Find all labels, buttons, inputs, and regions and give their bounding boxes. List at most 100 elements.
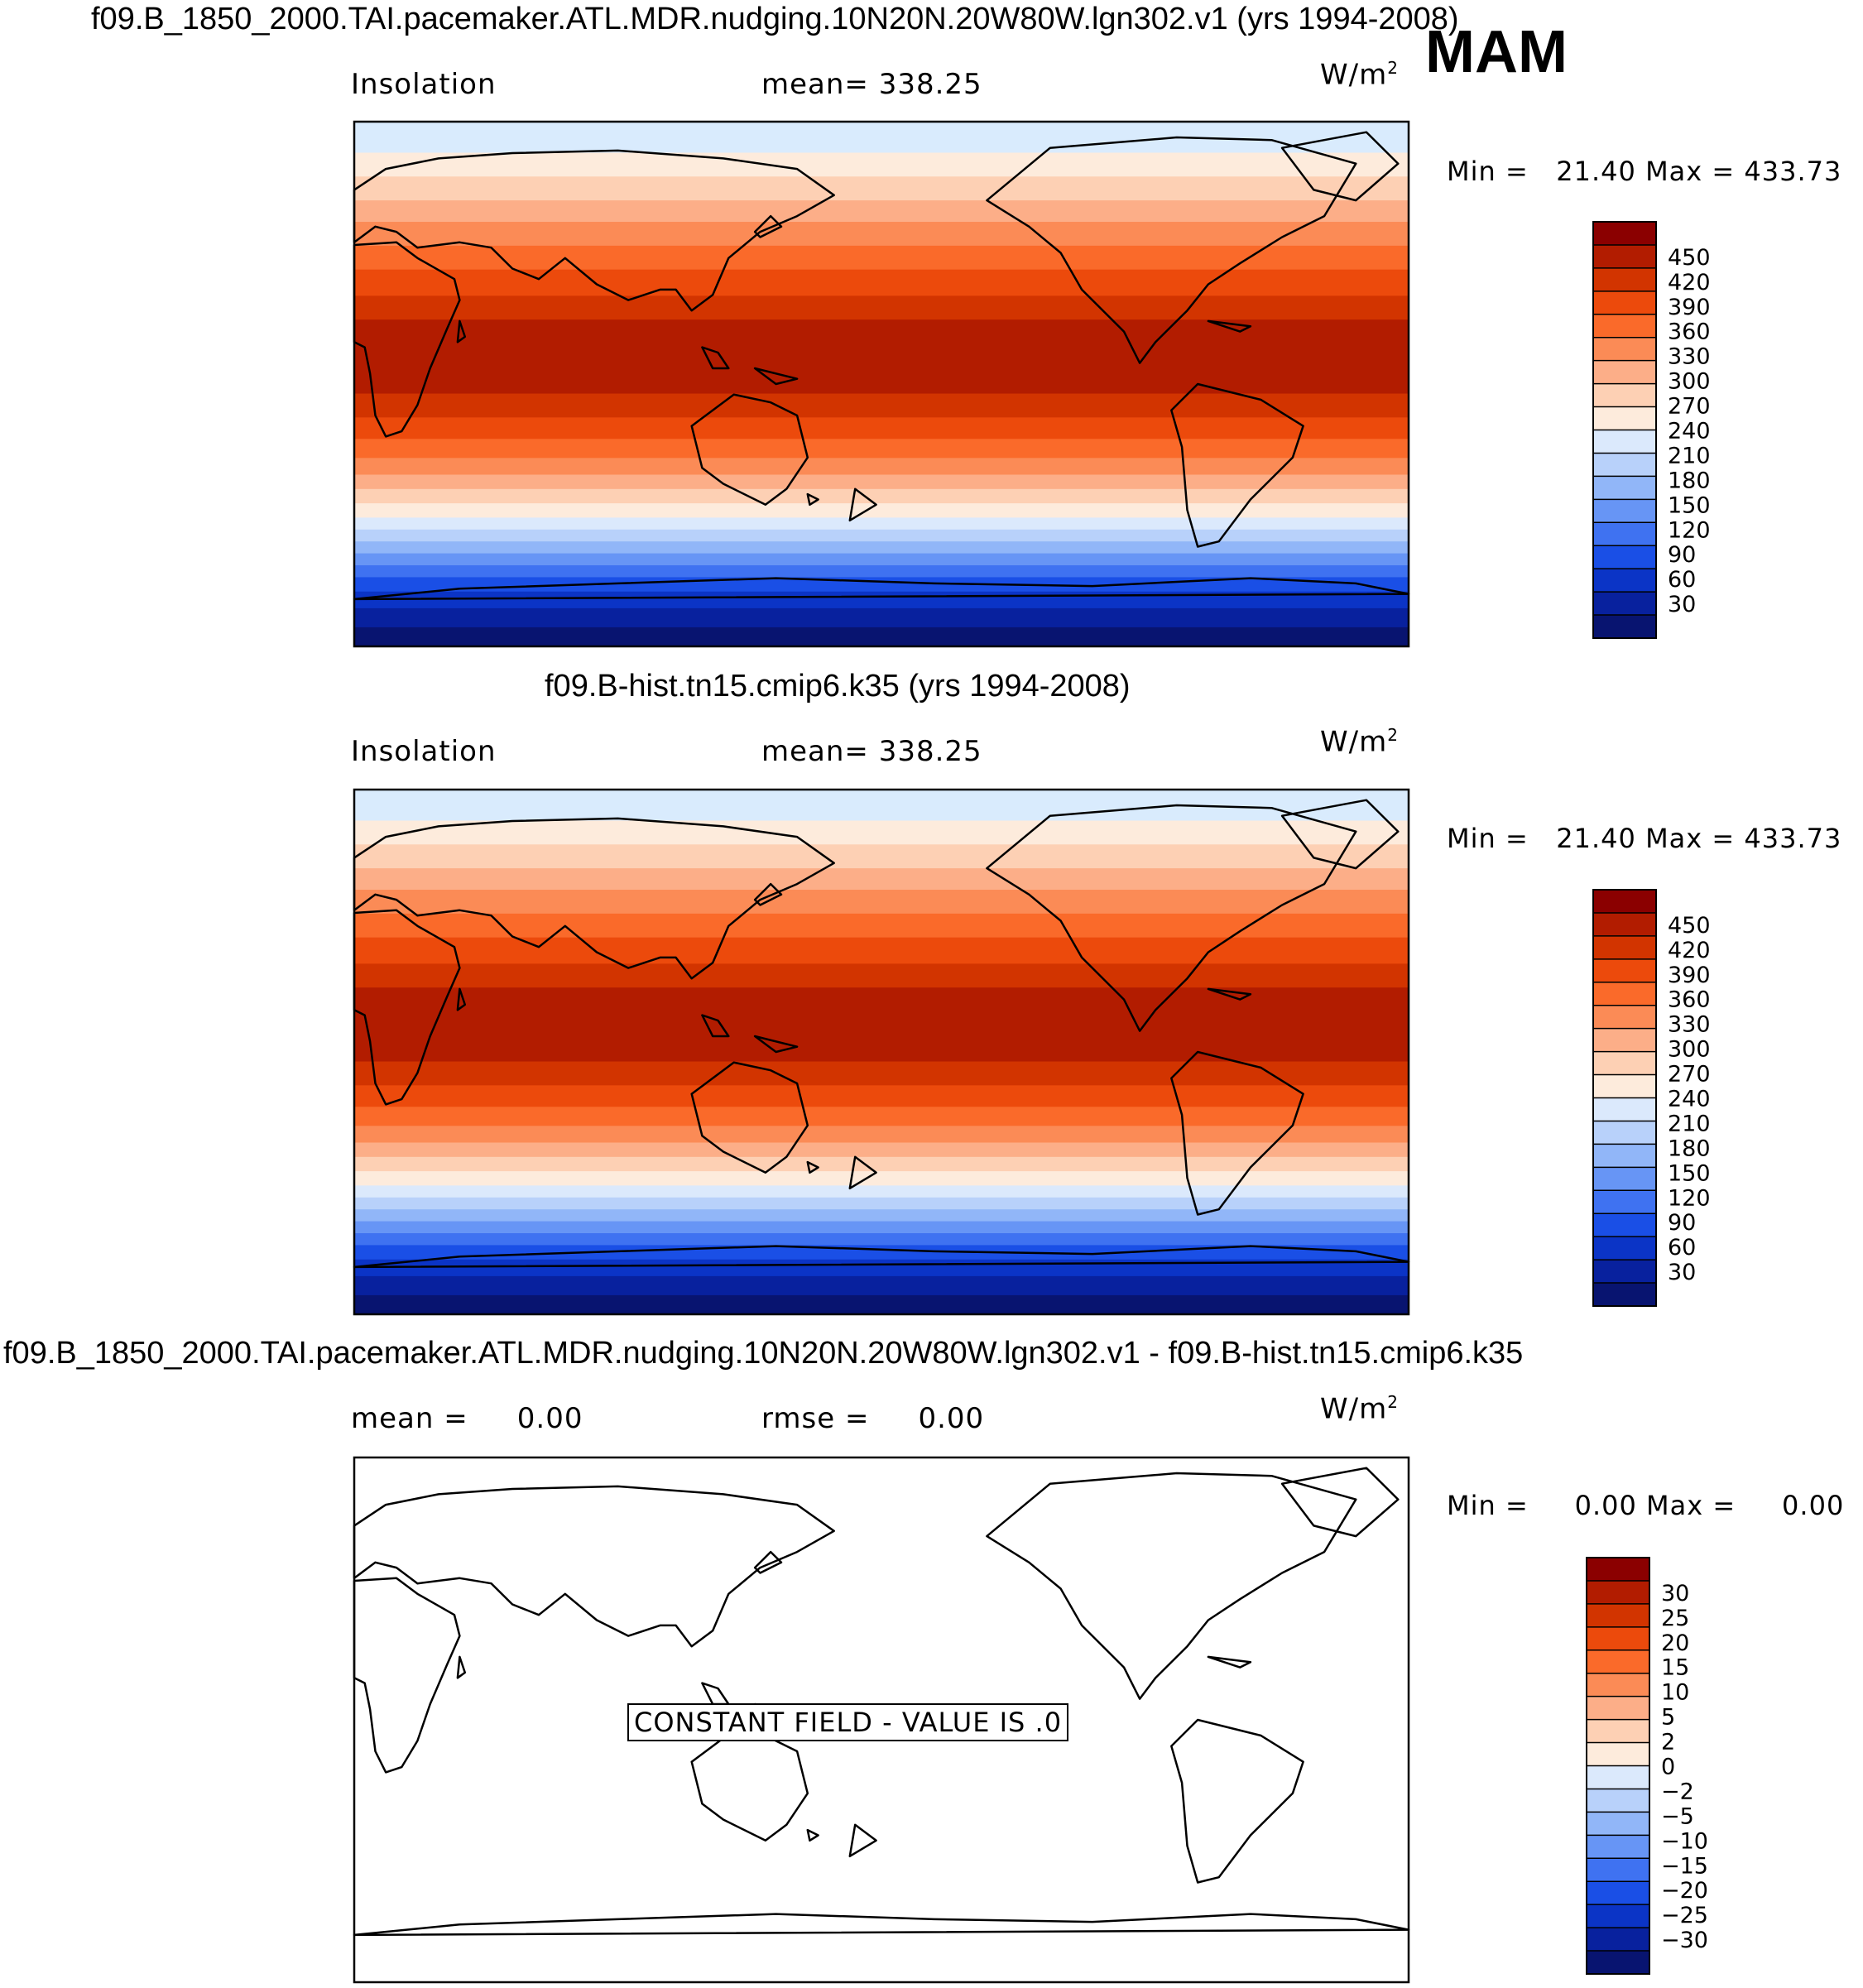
panel-3-mean-label: mean = 0.00 xyxy=(351,1402,583,1435)
coastline-outline xyxy=(753,214,783,238)
colorbar-segment xyxy=(1593,499,1656,523)
colorbar-tick-label: 120 xyxy=(1668,1185,1711,1211)
colorbar-tick-label: −5 xyxy=(1661,1803,1694,1829)
colorbar-segment xyxy=(1593,592,1656,616)
colorbar-segment xyxy=(1593,569,1656,593)
coastlines xyxy=(353,799,1410,1269)
coastline-outline xyxy=(806,492,819,507)
colorbar-segment xyxy=(1593,314,1656,339)
colorbar-segment xyxy=(1587,1719,1649,1744)
map-band xyxy=(354,1107,1409,1126)
colorbar-tick-label: 25 xyxy=(1661,1606,1689,1631)
coastlines xyxy=(353,1467,1410,1937)
colorbar-tick-label: 210 xyxy=(1668,443,1711,468)
panel-3-rmse-label: rmse = 0.00 xyxy=(761,1402,985,1435)
map-band xyxy=(354,1233,1409,1246)
colorbar-tick-label: 60 xyxy=(1668,1235,1696,1261)
panel-1-max-label: Max = xyxy=(1645,156,1736,187)
map-band xyxy=(354,372,1409,395)
panel-1-field-label: Insolation xyxy=(351,68,497,101)
panel-2-max-label: Max = xyxy=(1645,823,1736,854)
panel-1-title: f09.B_1850_2000.TAI.pacemaker.ATL.MDR.nu… xyxy=(91,2,1459,36)
coastline-outline xyxy=(986,136,1357,364)
map-band xyxy=(354,790,1409,822)
coastline-outline xyxy=(1280,1467,1400,1538)
colorbar-segment xyxy=(1587,1789,1649,1813)
colorbar-segment xyxy=(1587,1603,1649,1628)
map-band xyxy=(354,439,1409,459)
colorbar-tick-label: 420 xyxy=(1668,270,1711,295)
panel-3-title: f09.B_1850_2000.TAI.pacemaker.ATL.MDR.nu… xyxy=(3,1336,1524,1371)
map-band xyxy=(354,393,1409,418)
colorbar-tick-label: 330 xyxy=(1668,1012,1711,1038)
colorbar-segment xyxy=(1593,958,1656,983)
map-band xyxy=(354,1156,1409,1172)
map-band xyxy=(354,1221,1409,1234)
map-band xyxy=(354,458,1409,476)
colorbar-tick-label: 270 xyxy=(1668,394,1711,420)
coastline-outline xyxy=(1280,131,1400,202)
coastline-outline xyxy=(1207,1655,1252,1669)
map-band xyxy=(354,1171,1409,1186)
colorbar-segment xyxy=(1593,935,1656,960)
colorbar-segment xyxy=(1587,1696,1649,1721)
colorbar-segment xyxy=(1587,1928,1649,1952)
panel-3-max-label: Max = xyxy=(1646,1490,1736,1521)
map-band xyxy=(354,474,1409,490)
colorbar-segment xyxy=(1587,1580,1649,1605)
colorbar-tick-label: 20 xyxy=(1661,1630,1689,1656)
map-band xyxy=(354,1040,1409,1063)
map-band xyxy=(354,503,1409,518)
colorbar-frame xyxy=(1592,889,1657,1307)
colorbar-segment xyxy=(1593,522,1656,546)
colorbar-segment xyxy=(1593,222,1656,246)
map-band xyxy=(354,1061,1409,1086)
coastline-outline xyxy=(353,241,461,438)
colorbar-segment xyxy=(1587,1673,1649,1697)
colorbar-segment xyxy=(1593,267,1656,292)
colorbar-tick-label: 240 xyxy=(1668,419,1711,444)
colorbar-tick-label: 30 xyxy=(1668,1260,1696,1285)
map-band xyxy=(354,176,1409,201)
colorbar-tick-label: 270 xyxy=(1668,1062,1711,1088)
coastline-outline xyxy=(1207,987,1252,1001)
colorbar-segment xyxy=(1587,1858,1649,1882)
colorbar-tick-label: 30 xyxy=(1668,592,1696,617)
coastline-outline xyxy=(353,1577,461,1774)
colorbar-segment xyxy=(1593,912,1656,937)
colorbar-segment xyxy=(1593,337,1656,362)
map-band xyxy=(354,890,1409,915)
panel-1-min-label: Min = xyxy=(1447,156,1529,187)
panel-1-minmax: Min = 21.40 Max = 433.73 xyxy=(1447,156,1841,187)
panel-3-max-value: 0.00 xyxy=(1782,1490,1845,1521)
panel-2-mean-label: mean= 338.25 xyxy=(761,735,982,768)
map-band xyxy=(354,913,1409,939)
panel-2-units: W/m2 xyxy=(1320,725,1399,759)
coastline-outline xyxy=(353,577,1410,601)
map-band xyxy=(354,269,1409,296)
colorbar-tick-label: 90 xyxy=(1668,1210,1696,1236)
colorbar-segment xyxy=(1593,244,1656,269)
colorbar-tick-label: −10 xyxy=(1661,1828,1708,1854)
coastline-outline xyxy=(848,487,877,522)
colorbar-tick-label: 2 xyxy=(1661,1730,1675,1755)
colorbar-segment xyxy=(1593,1167,1656,1191)
coastline-outline xyxy=(848,1823,877,1858)
coastline-outline xyxy=(753,367,799,386)
colorbar-segment xyxy=(1593,1190,1656,1214)
coastline-outline xyxy=(753,882,783,906)
panel-1-units: W/m2 xyxy=(1320,58,1399,92)
colorbar-segment xyxy=(1593,406,1656,430)
colorbar-tick-label: 0 xyxy=(1661,1755,1675,1780)
colorbar-segment xyxy=(1593,383,1656,408)
map-band xyxy=(354,627,1409,647)
colorbar-segment xyxy=(1593,1260,1656,1284)
colorbar-tick-label: −15 xyxy=(1661,1853,1708,1879)
colorbar-segment xyxy=(1593,1097,1656,1121)
colorbar-tick-label: 60 xyxy=(1668,567,1696,593)
colorbar-tick-label: 150 xyxy=(1668,1160,1711,1186)
map-band xyxy=(354,553,1409,566)
